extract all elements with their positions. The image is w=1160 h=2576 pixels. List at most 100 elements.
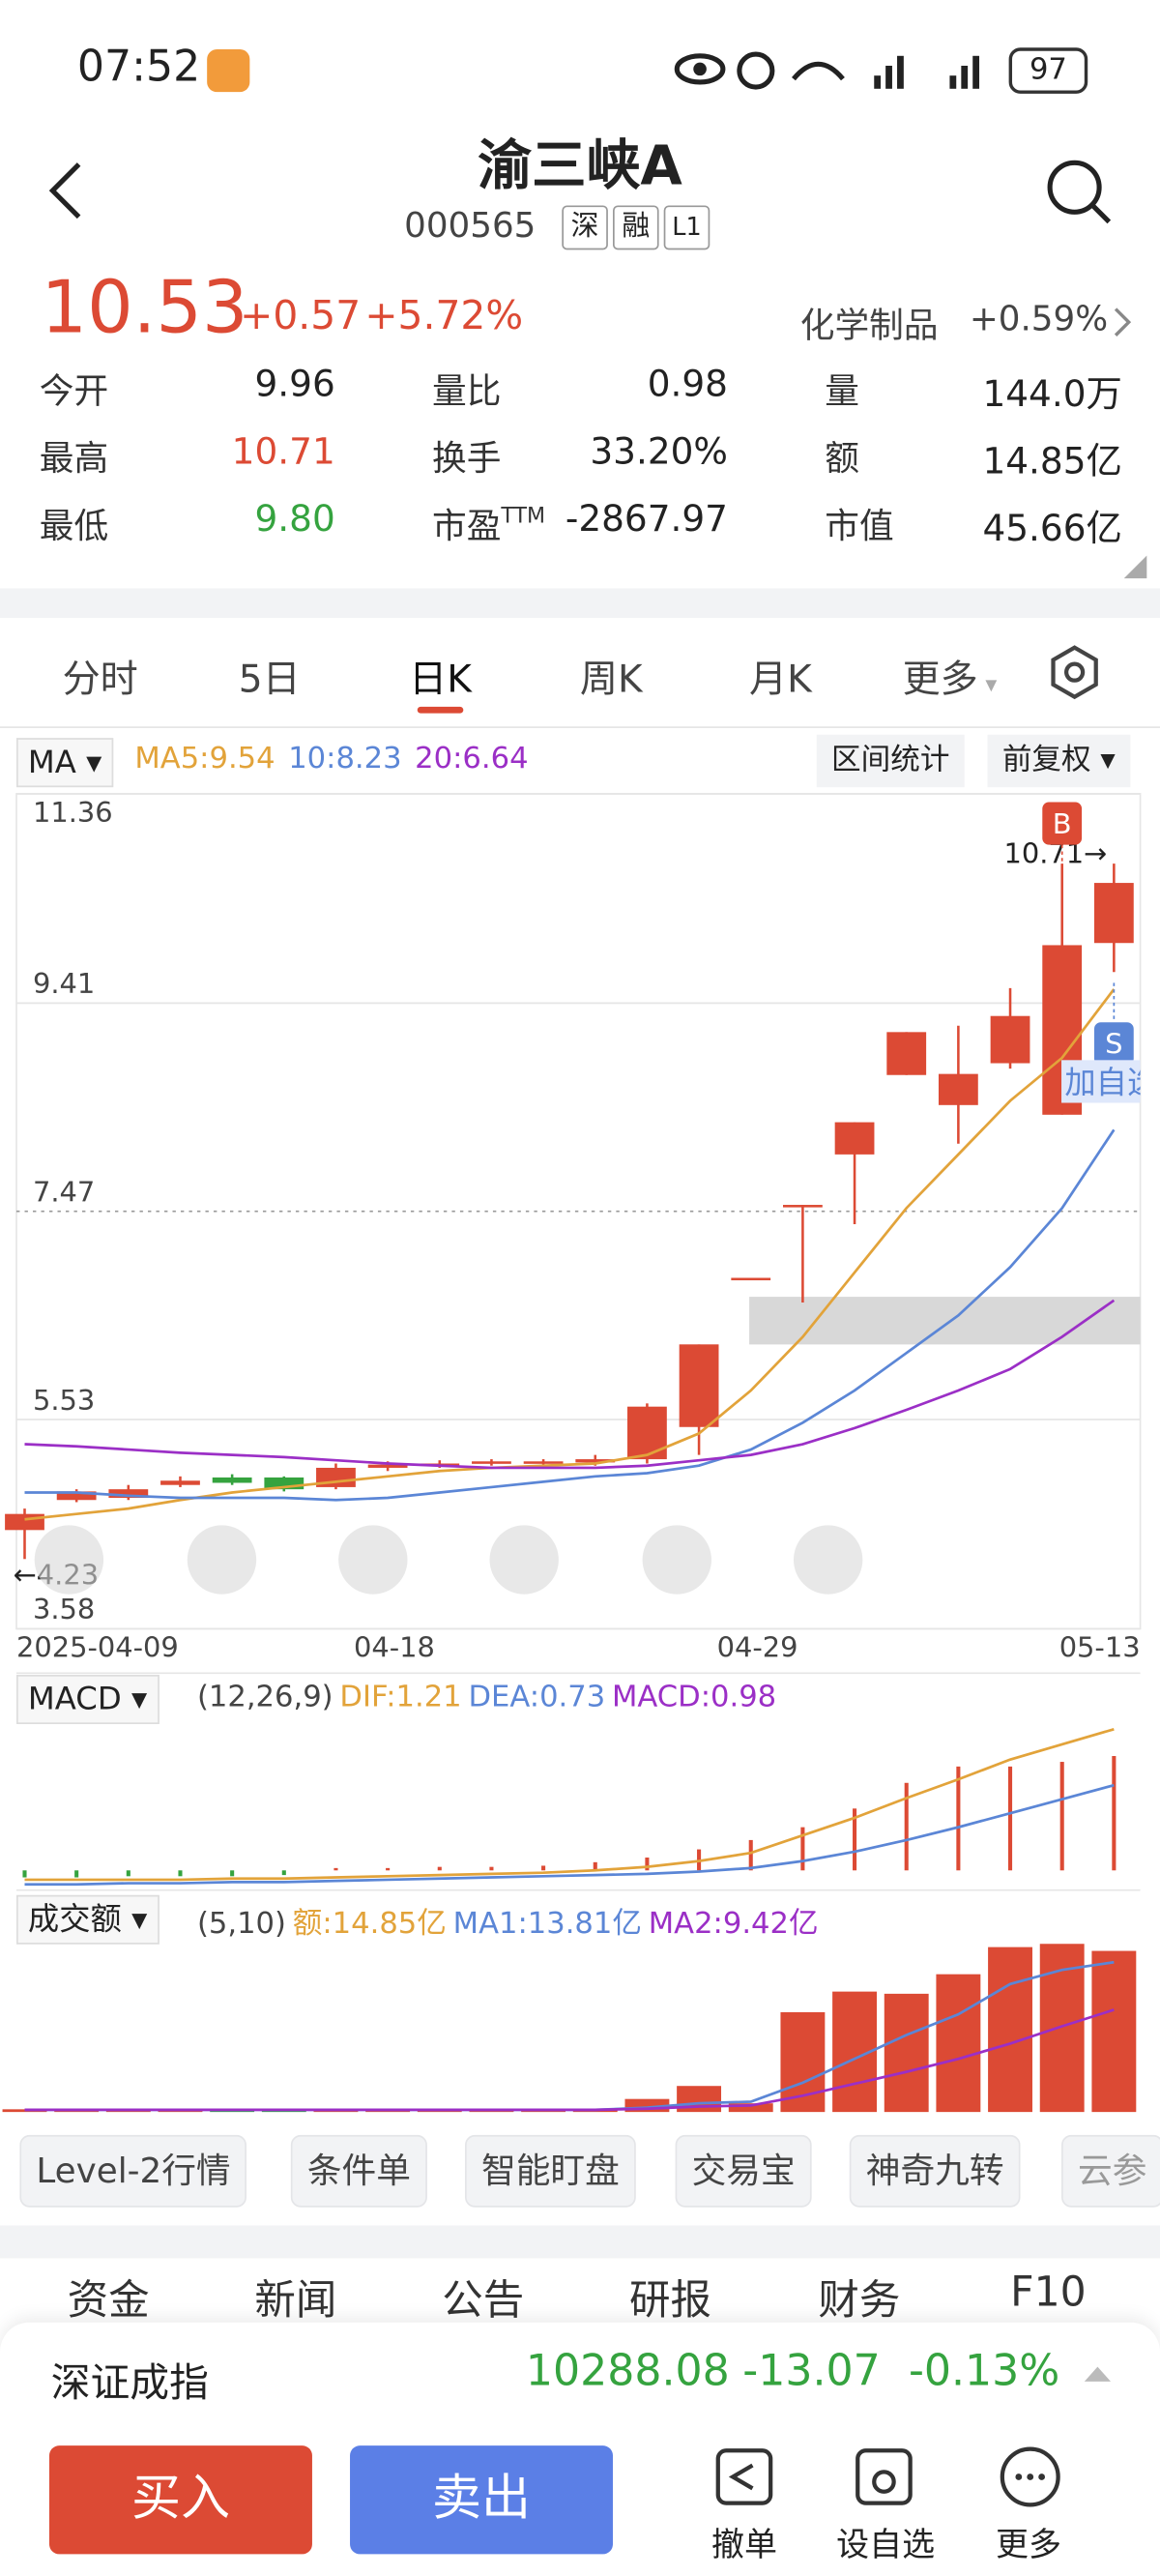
chart-tab[interactable]: 5日	[238, 659, 301, 702]
sell-marker-text: S	[1105, 1028, 1122, 1061]
ma-legend-item: 10:8.23	[288, 741, 402, 776]
stat-label: 量	[825, 371, 859, 411]
macd-legend-item: DEA:0.73	[468, 1680, 606, 1714]
stat-value: 9.80	[254, 499, 335, 542]
stat-label: 量比	[432, 371, 502, 411]
feature-chip[interactable]: 交易宝	[675, 2134, 812, 2208]
watch-bg	[1061, 1060, 1141, 1103]
x-tick-label: 04-29	[717, 1630, 798, 1663]
macd-bar	[126, 1870, 130, 1877]
macd-bar	[489, 1866, 494, 1871]
info-tab[interactable]: 公告	[442, 2276, 525, 2325]
candle-body	[5, 1513, 44, 1531]
macd-select[interactable]: MACD ▾	[15, 1675, 160, 1725]
stat-value: 10.71	[231, 432, 335, 474]
feature-chip[interactable]: 智能盯盘	[465, 2134, 636, 2208]
range-stat-button[interactable]: 区间统计	[816, 734, 965, 788]
volume-bar	[884, 1993, 929, 2113]
action-label[interactable]: 更多	[996, 2524, 1062, 2564]
macd-line	[24, 1783, 1115, 1887]
y-tick-label: 11.36	[33, 796, 113, 829]
feature-chip[interactable]: 神奇九转	[849, 2134, 1021, 2208]
volume-select[interactable]: 成交额 ▾	[15, 1894, 160, 1945]
x-tick-label: 2025-04-09	[16, 1630, 179, 1663]
price: 10.53	[41, 266, 248, 351]
macd-legend-item: DIF:1.21	[339, 1680, 462, 1714]
sell-marker	[1093, 1022, 1134, 1066]
info-tab[interactable]: 资金	[67, 2276, 150, 2325]
macd-bar	[437, 1866, 442, 1871]
y-tick-label: 9.41	[33, 967, 95, 1000]
macd-bar	[748, 1839, 753, 1871]
info-tab[interactable]: 新闻	[254, 2276, 337, 2325]
chart-tab[interactable]: 月K	[748, 659, 812, 702]
action-label[interactable]: 撤单	[710, 2524, 777, 2564]
back-button[interactable]	[46, 161, 86, 220]
candle-body	[834, 1122, 875, 1155]
divider	[0, 726, 1160, 728]
indicator-select[interactable]: MA ▾	[15, 738, 114, 788]
candle-body	[108, 1489, 149, 1499]
ma-line	[24, 1299, 1116, 1470]
volume-bar	[728, 2103, 773, 2113]
macd-bar	[281, 1870, 286, 1876]
stat-label: 市值	[825, 506, 894, 546]
chart-tab[interactable]: 分时	[62, 659, 138, 702]
battery: 97	[1008, 47, 1088, 94]
chart-tab[interactable]: 日K	[409, 659, 472, 702]
search-button[interactable]	[1045, 158, 1114, 226]
chart-tab[interactable]: 更多 ▾	[902, 659, 998, 702]
adjust-label: 前复权	[1001, 743, 1091, 777]
watch-label: 加自选	[1064, 1064, 1158, 1100]
macd-bar	[386, 1867, 391, 1871]
volume-legend-item: 额:14.85亿	[292, 1906, 447, 1942]
feature-chip[interactable]: 云参	[1061, 2134, 1160, 2208]
stock-code: 000565	[404, 205, 536, 246]
y-tick-label: 5.53	[33, 1384, 95, 1417]
macd-bar	[230, 1870, 235, 1877]
macd-bar	[541, 1865, 546, 1871]
indicator-name: MA	[27, 744, 76, 781]
settings-button[interactable]	[1045, 643, 1104, 702]
tag: 融	[612, 205, 659, 250]
stat-value: 33.20%	[590, 432, 728, 474]
feature-chip[interactable]: Level-2行情	[19, 2134, 247, 2208]
x-tick-label: 05-13	[1059, 1630, 1141, 1663]
info-tab[interactable]: 财务	[818, 2276, 901, 2325]
ma-line	[24, 988, 1116, 1521]
macd-bar	[74, 1870, 79, 1878]
macd-line	[24, 1727, 1115, 1882]
ma-line	[24, 1128, 1116, 1502]
index-name: 深证成指	[50, 2359, 209, 2407]
action-label[interactable]: 设自选	[836, 2524, 936, 2564]
ma-legend: MA5:9.54 10:8.23 20:6.64	[134, 742, 541, 776]
candle-body	[575, 1459, 616, 1463]
zoom-control	[187, 1525, 257, 1595]
feature-chip[interactable]: 条件单	[290, 2134, 427, 2208]
sell-button[interactable]: 卖出	[350, 2445, 613, 2555]
chart-tab[interactable]: 周K	[579, 659, 643, 702]
volume-bar	[936, 1974, 981, 2113]
stat-value: 14.85亿	[982, 442, 1122, 483]
candle-body	[1093, 883, 1134, 944]
macd-bar	[334, 1867, 338, 1871]
buy-button[interactable]: 买入	[48, 2445, 312, 2555]
collapse-arrow[interactable]	[1084, 2363, 1112, 2383]
change-pct: +5.72%	[364, 292, 524, 339]
x-tick-label: 04-18	[354, 1630, 435, 1663]
adjust-button[interactable]: 前复权 ▾	[987, 734, 1131, 788]
macd-bar	[956, 1766, 961, 1871]
expand-corner	[1123, 555, 1147, 579]
zoom-control	[338, 1525, 408, 1595]
info-tab[interactable]: F10	[1010, 2268, 1087, 2316]
sector-pct: +0.59%	[969, 299, 1109, 339]
chart: 11.36 9.41 7.47 5.53 3.58 2025-04-09 04-18 04-2…	[2, 793, 1158, 2113]
y-tick-label: 3.58	[33, 1593, 95, 1625]
status-time: 07:52	[76, 43, 201, 93]
stat-label: 换手	[432, 438, 502, 479]
candle-body	[367, 1464, 408, 1468]
candle-body	[886, 1032, 927, 1075]
info-tab[interactable]: 研报	[628, 2276, 711, 2325]
sector[interactable]: 化学制品	[799, 306, 939, 345]
